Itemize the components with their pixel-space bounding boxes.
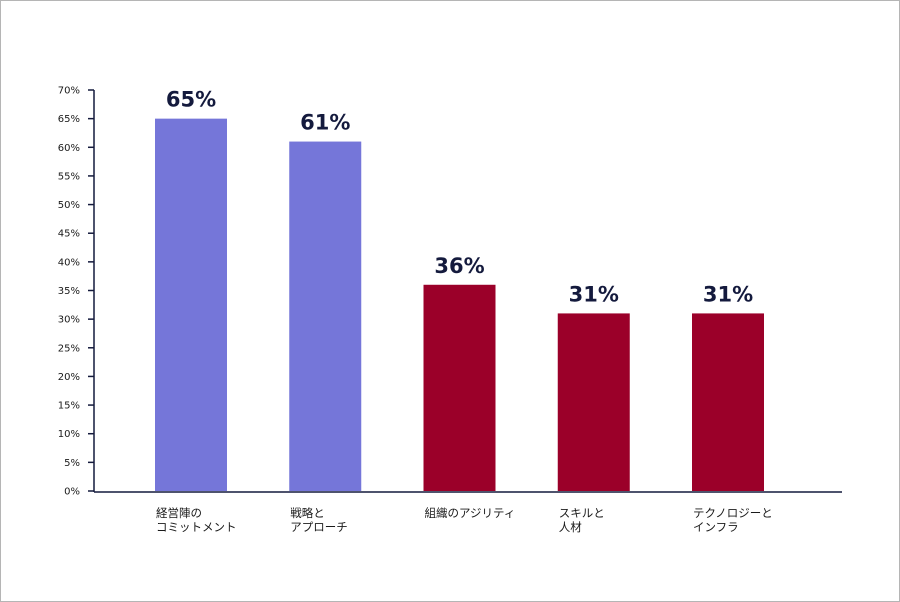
- bar: [155, 118, 227, 492]
- y-tick-label: 60%: [58, 143, 80, 154]
- category-label-line: 戦略と: [290, 506, 325, 520]
- y-axis-ticks: 0% 5% 10% 15% 20% 25% 30% 35% 40% 45% 50% 55% 60% 65%…: [58, 86, 94, 498]
- data-label: 61%: [300, 111, 350, 135]
- bar: [692, 313, 764, 491]
- data-label: 36%: [434, 254, 484, 278]
- category-label-line: 人材: [559, 520, 582, 534]
- category-label-line: インフラ: [693, 520, 739, 534]
- y-tick-label: 20%: [58, 372, 80, 383]
- data-label: 31%: [569, 282, 619, 306]
- y-tick-label: 35%: [58, 286, 80, 297]
- y-tick-label: 25%: [58, 343, 80, 354]
- y-tick-label: 0%: [64, 487, 80, 498]
- category-label-line: アプローチ: [290, 520, 348, 534]
- y-tick-label: 55%: [58, 171, 80, 182]
- bar: [557, 313, 630, 491]
- y-tick-label: 40%: [58, 257, 80, 268]
- data-label: 31%: [703, 282, 753, 306]
- bar: [289, 141, 362, 492]
- category-label: 組織のアジリティ: [425, 506, 516, 520]
- y-tick-label: 30%: [58, 315, 80, 326]
- category-label-line: 組織のアジリティ: [425, 506, 516, 520]
- y-tick-label: 65%: [58, 114, 80, 125]
- data-labels: 65% 61% 36% 31% 31%: [166, 88, 753, 307]
- category-label-line: スキルと: [559, 506, 605, 520]
- bars: [155, 118, 764, 492]
- category-label-line: コミットメント: [156, 520, 237, 534]
- y-tick-label: 45%: [58, 229, 80, 240]
- bar: [423, 284, 496, 491]
- category-label-line: 経営陣の: [156, 506, 202, 520]
- y-tick-label: 50%: [58, 200, 80, 211]
- y-tick-label: 15%: [58, 401, 80, 412]
- y-tick-label: 5%: [64, 458, 80, 469]
- y-tick-label: 70%: [58, 86, 80, 97]
- y-tick-label: 10%: [58, 429, 80, 440]
- data-label: 65%: [166, 88, 216, 112]
- category-label-line: テクノロジーと: [693, 506, 773, 520]
